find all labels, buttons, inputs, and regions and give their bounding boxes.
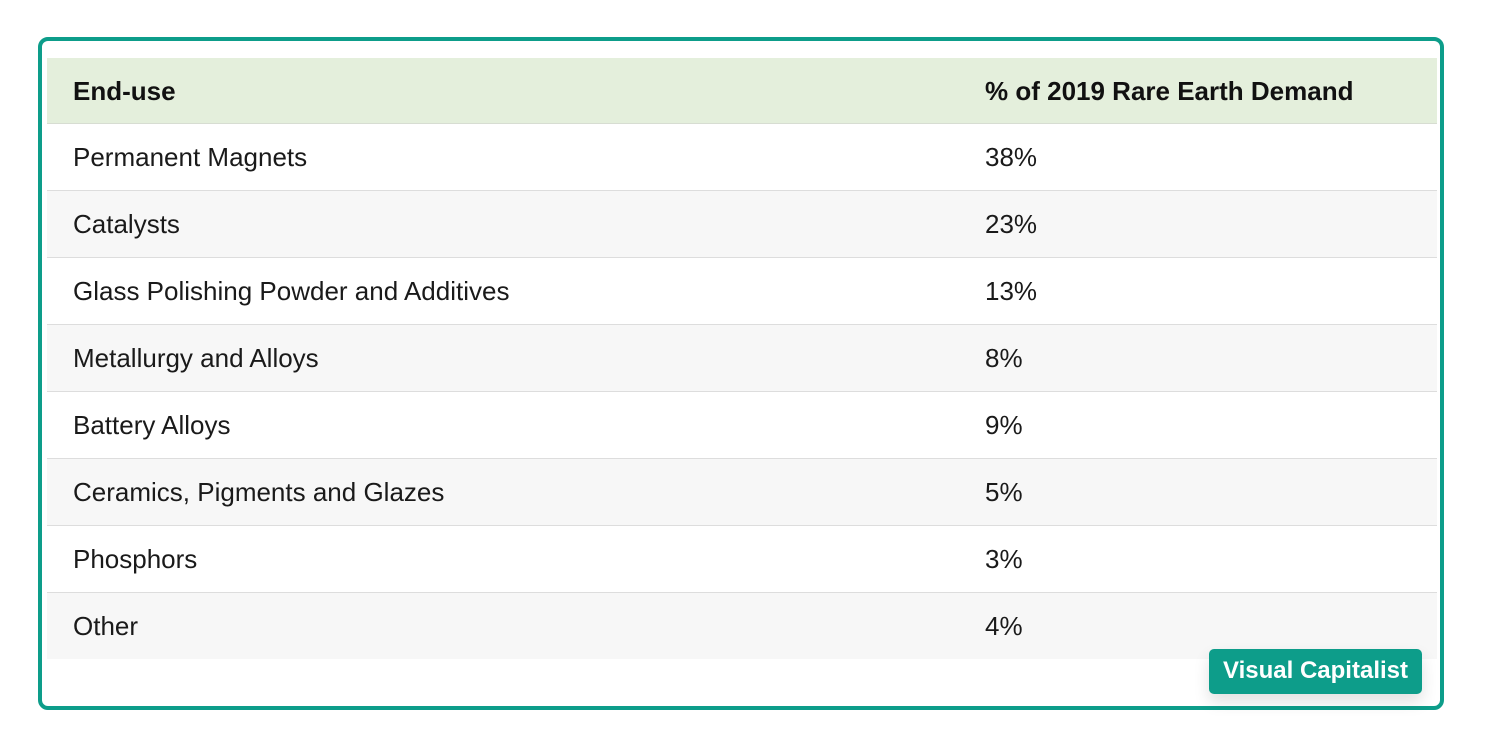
table-header: End-use % of 2019 Rare Earth Demand <box>47 58 1437 124</box>
table-row: Ceramics, Pigments and Glazes 5% <box>47 458 1437 526</box>
header-row: End-use % of 2019 Rare Earth Demand <box>47 58 1437 124</box>
percent-cell: 9% <box>959 391 1437 459</box>
table-row: Glass Polishing Powder and Additives 13% <box>47 257 1437 325</box>
end-use-cell: Metallurgy and Alloys <box>47 324 959 392</box>
end-use-cell: Catalysts <box>47 190 959 258</box>
table-wrapper: End-use % of 2019 Rare Earth Demand Perm… <box>47 58 1437 659</box>
end-use-cell: Ceramics, Pigments and Glazes <box>47 458 959 526</box>
table-row: Metallurgy and Alloys 8% <box>47 324 1437 392</box>
table-row: Battery Alloys 9% <box>47 391 1437 459</box>
percent-cell: 8% <box>959 324 1437 392</box>
table-row: Phosphors 3% <box>47 525 1437 593</box>
percent-cell: 13% <box>959 257 1437 325</box>
rare-earth-demand-table: End-use % of 2019 Rare Earth Demand Perm… <box>47 58 1437 659</box>
percent-cell: 38% <box>959 123 1437 191</box>
table-row: Other 4% <box>47 592 1437 659</box>
visual-capitalist-badge[interactable]: Visual Capitalist <box>1209 649 1422 694</box>
header-demand-percent: % of 2019 Rare Earth Demand <box>959 58 1437 124</box>
end-use-cell: Battery Alloys <box>47 391 959 459</box>
end-use-cell: Phosphors <box>47 525 959 593</box>
header-end-use: End-use <box>47 58 959 124</box>
percent-cell: 3% <box>959 525 1437 593</box>
percent-cell: 4% <box>959 592 1437 659</box>
end-use-cell: Other <box>47 592 959 659</box>
table-row: Permanent Magnets 38% <box>47 123 1437 191</box>
table-container: End-use % of 2019 Rare Earth Demand Perm… <box>38 37 1444 710</box>
percent-cell: 23% <box>959 190 1437 258</box>
end-use-cell: Glass Polishing Powder and Additives <box>47 257 959 325</box>
table-body: Permanent Magnets 38% Catalysts 23% Glas… <box>47 123 1437 659</box>
end-use-cell: Permanent Magnets <box>47 123 959 191</box>
table-row: Catalysts 23% <box>47 190 1437 258</box>
percent-cell: 5% <box>959 458 1437 526</box>
